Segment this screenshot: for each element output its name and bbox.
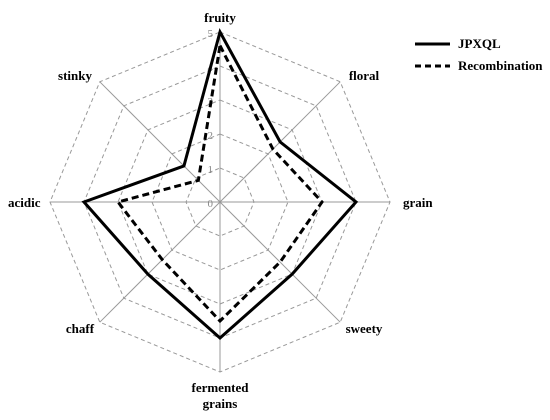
axis-label-stinky: stinky xyxy=(58,68,92,83)
tick-label: 2 xyxy=(208,130,214,142)
tick-label: 5 xyxy=(208,28,214,40)
grid-ring-2 xyxy=(151,133,289,271)
axis-labels: fruity floral grain sweety fermented grains ch… xyxy=(8,10,433,411)
axis-label-acidic: acidic xyxy=(8,195,41,210)
axis-label-fruity: fruity xyxy=(204,10,236,25)
axis-label-chaff: chaff xyxy=(66,321,95,336)
legend: JPXQL Recombination xyxy=(415,36,543,73)
axis-label-floral: floral xyxy=(349,68,380,83)
spoke-7 xyxy=(99,81,221,203)
tick-label: 1 xyxy=(208,164,214,176)
legend-label-recombination: Recombination xyxy=(458,58,543,73)
grid-ring-3 xyxy=(117,99,323,305)
series-line-jpxql xyxy=(81,28,359,341)
spoke-3 xyxy=(219,201,341,323)
tick-label: 0 xyxy=(208,198,214,210)
axis-label-sweety: sweety xyxy=(346,321,383,336)
spoke-5 xyxy=(99,201,221,323)
series-line-recombination xyxy=(115,40,324,324)
axis-label-fermented-grains: fermented grains xyxy=(191,380,249,411)
series-lines xyxy=(81,28,359,341)
axis-label-grain: grain xyxy=(403,195,433,210)
legend-label-jpxql: JPXQL xyxy=(458,36,501,51)
